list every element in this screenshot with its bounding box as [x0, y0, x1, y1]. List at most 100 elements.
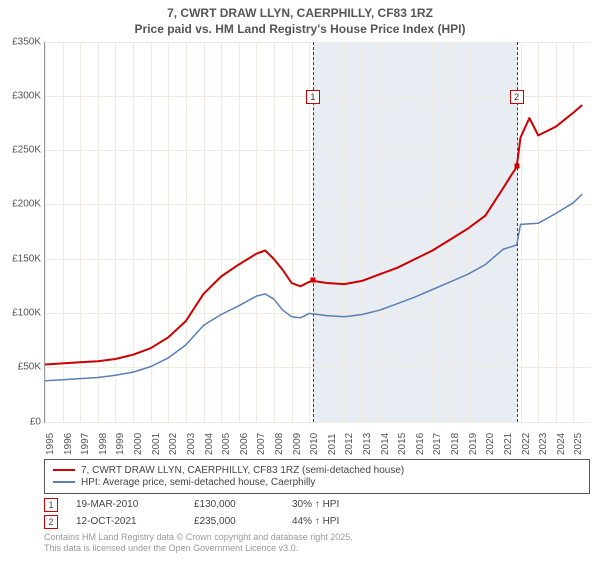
- x-tick-label: 2004: [204, 432, 215, 454]
- x-tick-label: 2013: [362, 432, 373, 454]
- x-tick-label: 2024: [556, 432, 567, 454]
- x-tick-label: 2008: [274, 432, 285, 454]
- chart-title-line2: Price paid vs. HM Land Registry's House …: [0, 22, 600, 36]
- legend-label: 7, CWRT DRAW LLYN, CAERPHILLY, CF83 1RZ …: [81, 465, 404, 476]
- gridline-v: [45, 42, 46, 422]
- event-row-price: £130,000: [194, 499, 274, 510]
- gridline-v: [151, 42, 152, 422]
- x-tick-label: 2011: [327, 433, 338, 455]
- gridline-h: [45, 204, 591, 205]
- legend-swatch: [53, 469, 75, 471]
- footnote-line1: Contains HM Land Registry data © Crown c…: [44, 532, 590, 543]
- gridline-v: [468, 42, 469, 422]
- gridline-v: [503, 42, 504, 422]
- y-tick-label: £150K: [5, 253, 41, 264]
- legend-swatch: [53, 481, 75, 483]
- gridline-v: [432, 42, 433, 422]
- y-tick-label: £100K: [5, 308, 41, 319]
- gridline-v: [168, 42, 169, 422]
- event-row: 1 19-MAR-2010 £130,000 30% ↑ HPI: [44, 498, 590, 512]
- chart-title-line1: 7, CWRT DRAW LLYN, CAERPHILLY, CF83 1RZ: [0, 6, 600, 22]
- x-tick-label: 2012: [344, 432, 355, 454]
- event-row-date: 12-OCT-2021: [76, 516, 176, 527]
- plot-area: £0£50K£100K£150K£200K£250K£300K£350K1995…: [44, 42, 591, 423]
- legend-row: HPI: Average price, semi-detached house,…: [53, 477, 581, 488]
- gridline-v: [327, 42, 328, 422]
- gridline-v: [274, 42, 275, 422]
- gridline-v: [133, 42, 134, 422]
- event-row-date: 19-MAR-2010: [76, 499, 176, 510]
- x-tick-label: 2016: [415, 432, 426, 454]
- gridline-v: [98, 42, 99, 422]
- event-marker: [310, 278, 315, 283]
- event-row-price: £235,000: [194, 516, 274, 527]
- gridline-v: [80, 42, 81, 422]
- events-table: 1 19-MAR-2010 £130,000 30% ↑ HPI 2 12-OCT-202…: [44, 498, 590, 529]
- x-tick-label: 2019: [468, 432, 479, 454]
- gridline-v: [397, 42, 398, 422]
- x-tick-label: 2023: [538, 432, 549, 454]
- x-tick-label: 2002: [168, 432, 179, 454]
- gridline-v: [221, 42, 222, 422]
- gridline-v: [115, 42, 116, 422]
- x-tick-label: 2014: [380, 432, 391, 454]
- x-tick-label: 2005: [221, 432, 232, 454]
- y-tick-label: £350K: [5, 36, 41, 47]
- x-tick-label: 1998: [98, 432, 109, 454]
- gridline-h: [45, 42, 591, 43]
- x-tick-label: 2025: [573, 432, 584, 454]
- gridline-v: [344, 42, 345, 422]
- gridline-h: [45, 150, 591, 151]
- x-tick-label: 2021: [503, 432, 514, 454]
- gridline-v: [485, 42, 486, 422]
- event-row-badge: 2: [44, 515, 58, 529]
- event-row-badge: 1: [44, 498, 58, 512]
- y-tick-label: £200K: [5, 199, 41, 210]
- x-tick-label: 1997: [80, 432, 91, 454]
- gridline-v: [556, 42, 557, 422]
- x-tick-label: 1995: [45, 432, 56, 454]
- gridline-v: [450, 42, 451, 422]
- x-tick-label: 1999: [115, 432, 126, 454]
- gridline-v: [362, 42, 363, 422]
- y-tick-label: £250K: [5, 145, 41, 156]
- x-tick-label: 2015: [397, 432, 408, 454]
- legend-row: 7, CWRT DRAW LLYN, CAERPHILLY, CF83 1RZ …: [53, 465, 581, 476]
- y-tick-label: £300K: [5, 90, 41, 101]
- gridline-v: [538, 42, 539, 422]
- legend-box: 7, CWRT DRAW LLYN, CAERPHILLY, CF83 1RZ …: [44, 459, 590, 494]
- event-row-hpi: 30% ↑ HPI: [292, 499, 382, 510]
- gridline-v: [415, 42, 416, 422]
- x-tick-label: 2022: [521, 432, 532, 454]
- gridline-h: [45, 313, 591, 314]
- event-row-hpi: 44% ↑ HPI: [292, 516, 382, 527]
- x-tick-label: 2001: [151, 432, 162, 454]
- x-tick-label: 2006: [239, 432, 250, 454]
- x-tick-label: 2020: [485, 432, 496, 454]
- footnote: Contains HM Land Registry data © Crown c…: [44, 532, 590, 555]
- x-tick-label: 1996: [63, 432, 74, 454]
- gridline-v: [186, 42, 187, 422]
- gridline-v: [239, 42, 240, 422]
- event-badge: 1: [306, 90, 320, 104]
- x-tick-label: 2009: [292, 432, 303, 454]
- x-tick-label: 2007: [256, 432, 267, 454]
- gridline-v: [380, 42, 381, 422]
- gridline-h: [45, 422, 591, 423]
- gridline-v: [573, 42, 574, 422]
- x-tick-label: 2003: [186, 432, 197, 454]
- event-marker: [514, 164, 519, 169]
- y-tick-label: £50K: [5, 362, 41, 373]
- gridline-v: [63, 42, 64, 422]
- gridline-v: [292, 42, 293, 422]
- y-tick-label: £0: [5, 416, 41, 427]
- gridline-v: [204, 42, 205, 422]
- x-tick-label: 2010: [309, 432, 320, 454]
- event-badge: 2: [510, 90, 524, 104]
- x-tick-label: 2018: [450, 432, 461, 454]
- gridline-h: [45, 259, 591, 260]
- legend-label: HPI: Average price, semi-detached house,…: [81, 477, 315, 488]
- footnote-line2: This data is licensed under the Open Gov…: [44, 543, 590, 554]
- gridline-h: [45, 367, 591, 368]
- gridline-v: [256, 42, 257, 422]
